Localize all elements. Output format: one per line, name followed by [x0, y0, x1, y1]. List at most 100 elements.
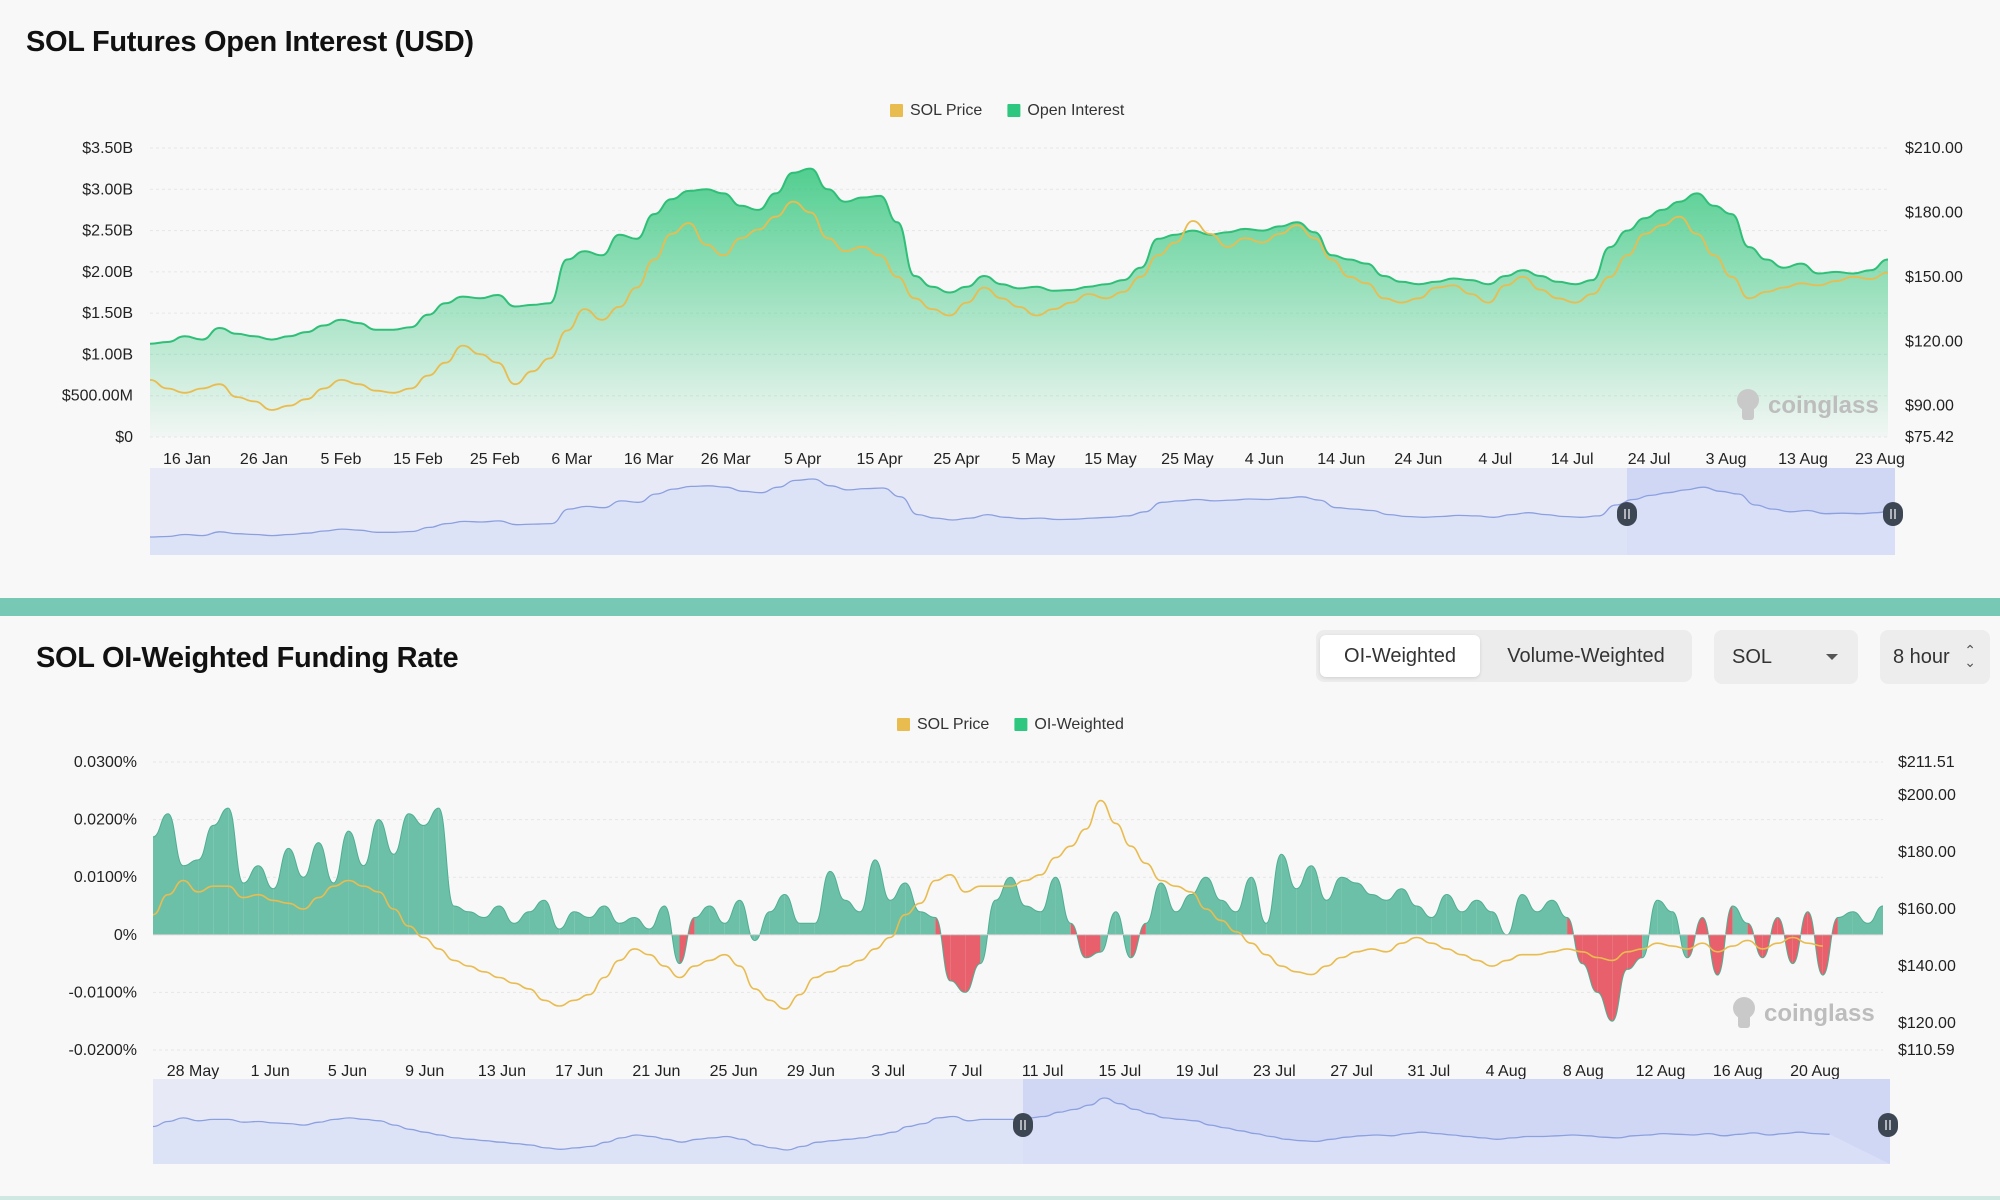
fr-positive-area [1326, 877, 1342, 935]
fr-positive-area [1416, 906, 1432, 935]
fr-positive-area [1191, 877, 1206, 935]
fr-positive-area [1446, 894, 1462, 935]
fr-negative-area [1822, 917, 1838, 976]
tab-oi-weighted[interactable]: OI-Weighted [1320, 635, 1480, 677]
fr-legend-price-label: SOL Price [917, 716, 989, 733]
fr-positive-area [258, 865, 274, 935]
fr-positive-area [544, 900, 560, 935]
fr-x-tick: 19 Jul [1176, 1063, 1219, 1080]
oi-x-tick: 14 Jul [1551, 451, 1594, 468]
fr-y-left-tick: 0.0300% [74, 754, 137, 771]
fr-x-tick: 29 Jun [787, 1063, 835, 1080]
fr-y-left-tick: -0.0100% [69, 984, 138, 1001]
oi-legend-oi-swatch [1007, 104, 1021, 117]
fr-positive-area [243, 865, 259, 935]
fr-positive-area [1160, 883, 1176, 935]
oi-x-tick: 5 Feb [320, 451, 361, 468]
funding-chart-title: SOL OI-Weighted Funding Rate [36, 642, 459, 674]
fr-x-tick: 9 Jun [405, 1063, 444, 1080]
fr-positive-area [453, 906, 469, 935]
oi-x-tick: 16 Mar [624, 451, 674, 468]
fr-x-tick: 4 Aug [1486, 1063, 1527, 1080]
fr-x-tick: 23 Jul [1253, 1063, 1296, 1080]
fr-y-right-tick: $160.00 [1898, 901, 1956, 918]
fr-positive-area [995, 877, 1011, 935]
coinglass-watermark: coinglass [1733, 997, 1875, 1028]
oi-y-left-tick: $1.50B [82, 305, 133, 322]
oi-x-tick: 15 May [1084, 451, 1136, 468]
fr-positive-area [559, 911, 575, 935]
fr-negative-area [1627, 934, 1643, 970]
oi-navigator-right-handle[interactable] [1883, 502, 1903, 526]
fr-positive-area [529, 900, 545, 935]
fr-positive-area [1461, 900, 1477, 935]
oi-x-tick: 6 Mar [551, 451, 593, 468]
fr-positive-area [814, 871, 830, 935]
fr-x-tick: 1 Jun [251, 1063, 290, 1080]
fr-positive-area [1732, 906, 1748, 935]
fr-y-right-tick: $200.00 [1898, 787, 1956, 804]
oi-y-right-tick: $120.00 [1905, 333, 1963, 350]
fr-legend-price-swatch [897, 718, 910, 731]
oi-y-left-tick: $3.00B [82, 181, 133, 198]
fr-negative-area [950, 934, 966, 993]
oi-x-tick: 26 Mar [701, 451, 751, 468]
fr-positive-area [288, 848, 304, 935]
fr-positive-area [484, 906, 499, 935]
funding-rate-panel: SOL OI-Weighted Funding Rate OI-Weighted… [0, 616, 2000, 1200]
oi-x-tick: 14 Jun [1317, 451, 1365, 468]
chevron-down-icon [1826, 654, 1838, 660]
oi-x-tick: 24 Jul [1628, 451, 1671, 468]
fr-x-tick: 8 Aug [1563, 1063, 1604, 1080]
fr-positive-area [1341, 877, 1357, 935]
oi-navigator-left-handle[interactable] [1617, 502, 1637, 526]
fr-positive-area [423, 808, 439, 935]
oi-x-tick: 25 Feb [470, 451, 520, 468]
fr-positive-area [1868, 906, 1883, 935]
oi-x-tick: 16 Jan [163, 451, 211, 468]
coinglass-watermark-text: coinglass [1768, 392, 1879, 419]
fr-positive-area [604, 906, 620, 935]
symbol-select[interactable]: SOL [1714, 630, 1858, 684]
fr-y-left-tick: 0.0100% [74, 869, 137, 886]
fr-positive-area [830, 871, 845, 935]
fr-negative-area [1130, 923, 1146, 958]
funding-rate-chart[interactable]: -0.0200% -0.0100% 0% 0.0100% 0.0200% 0.0300% $… [0, 616, 2000, 1200]
fr-positive-area [1386, 888, 1402, 935]
fr-positive-area [1251, 877, 1267, 935]
fr-positive-area [1010, 877, 1026, 935]
fr-positive-area [1040, 877, 1056, 935]
fr-positive-area [1852, 911, 1868, 935]
fr-positive-area [1311, 865, 1327, 935]
fr-positive-area [1176, 894, 1191, 935]
oi-legend-price-swatch [890, 104, 903, 117]
oi-x-tick: 24 Jun [1394, 451, 1442, 468]
fr-positive-area [438, 808, 454, 935]
oi-y-right-tick: $210.00 [1905, 140, 1963, 157]
oi-y-left-tick: $2.50B [82, 223, 133, 240]
fr-positive-area [514, 911, 530, 935]
fr-positive-area [1296, 865, 1312, 935]
fr-positive-area [1431, 894, 1447, 935]
fr-positive-area [694, 906, 710, 935]
fr-x-tick: 21 Jun [632, 1063, 680, 1080]
fr-positive-area [1657, 900, 1673, 935]
oi-x-tick: 23 Aug [1855, 451, 1905, 468]
fr-y-right-tick: $110.59 [1898, 1042, 1955, 1059]
open-interest-chart[interactable]: $0 $500.00M $1.00B $1.50B $2.00B $2.50B $3.00B… [0, 0, 2000, 598]
fr-negative-area [1612, 934, 1628, 1022]
fr-navigator-right-handle[interactable] [1878, 1113, 1898, 1137]
fr-positive-area [1145, 883, 1161, 935]
fr-positive-area [634, 917, 650, 935]
fr-positive-area [1371, 894, 1387, 935]
fr-positive-area [183, 859, 199, 935]
fr-positive-area [875, 859, 891, 935]
fr-navigator-left-handle[interactable] [1013, 1113, 1033, 1137]
fr-positive-area [1522, 894, 1537, 935]
tab-volume-weighted[interactable]: Volume-Weighted [1507, 645, 1665, 667]
fr-positive-area [393, 813, 409, 935]
interval-select-value: 8 hour [1893, 646, 1950, 668]
open-interest-panel: SOL Futures Open Interest (USD) $0 $500.0… [0, 0, 2000, 598]
interval-select[interactable]: 8 hour ⌃ ⌄ [1880, 630, 1990, 684]
oi-x-tick: 3 Aug [1706, 451, 1747, 468]
